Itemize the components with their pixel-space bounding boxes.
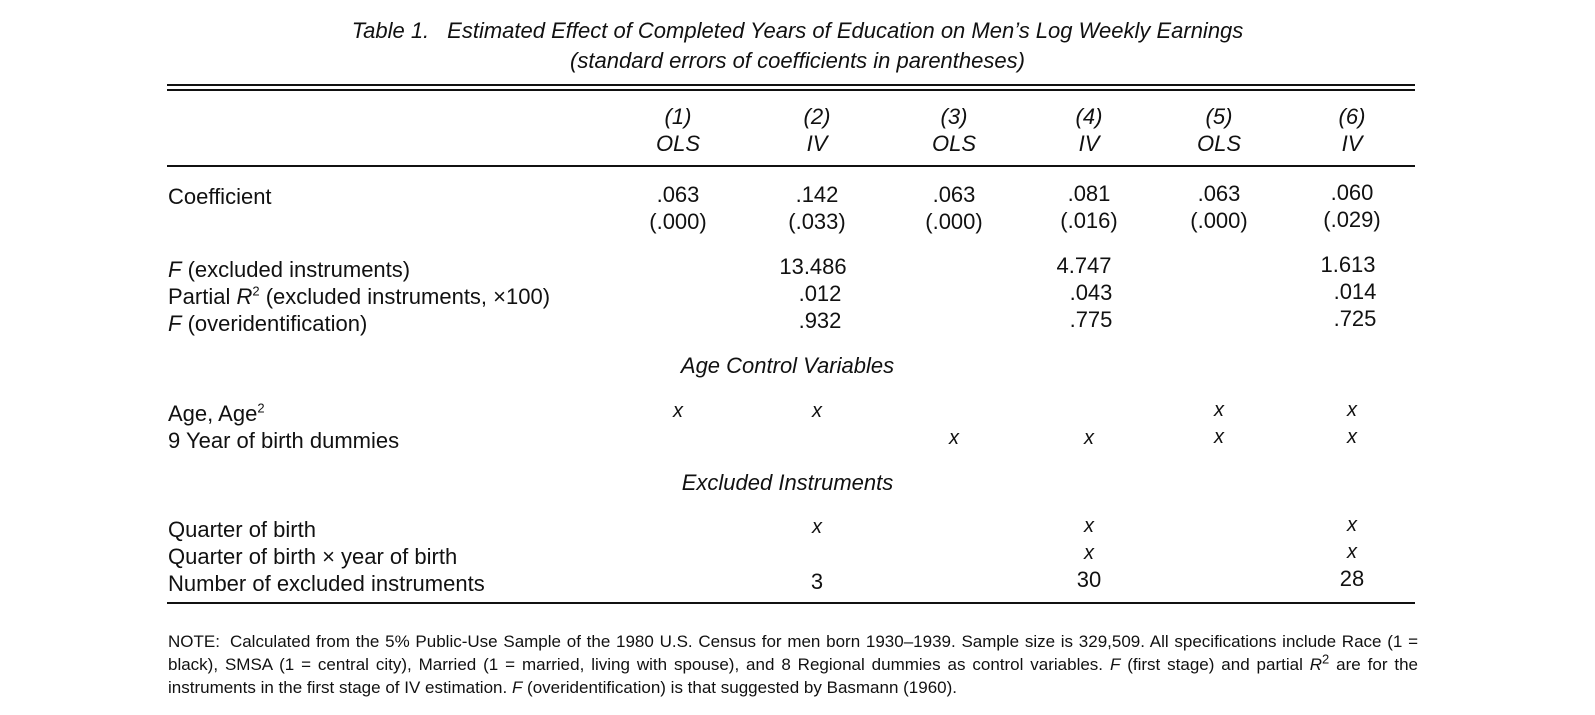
row-label-text: (excluded instruments) bbox=[181, 257, 411, 282]
section-heading-text: Age Control Variables bbox=[680, 353, 895, 378]
f-overid-value: .725 bbox=[1333, 306, 1377, 331]
column-number: (1) bbox=[664, 104, 692, 129]
row-label-quarter-by-year: Quarter of birth × year of birth bbox=[168, 544, 458, 569]
column-method: IV bbox=[806, 131, 828, 156]
column-number: (5) bbox=[1205, 104, 1233, 129]
coefficient-std-error: (.000) bbox=[1190, 208, 1248, 233]
quarter-of-birth-mark: x bbox=[1347, 514, 1357, 536]
section-heading-text: Excluded Instruments bbox=[681, 470, 894, 495]
coefficient-value: .060 bbox=[1330, 180, 1374, 205]
quarter-by-year-mark: x bbox=[1347, 541, 1357, 563]
coefficient-std-error: (.000) bbox=[925, 209, 983, 234]
row-label-coefficient: Coefficient bbox=[168, 184, 272, 209]
table-label: Table 1. bbox=[351, 18, 430, 43]
quarter-of-birth-mark: x bbox=[1084, 515, 1094, 537]
note-text: (overidentification) is that suggested b… bbox=[522, 678, 958, 697]
row-label-instrument-count: Number of excluded instruments bbox=[168, 571, 485, 596]
f-excluded-value: 13.486 bbox=[779, 254, 847, 279]
coefficient-std-error: (.033) bbox=[788, 209, 846, 234]
column-header-2: (2) IV bbox=[757, 103, 877, 157]
note-label: NOTE: bbox=[168, 632, 220, 651]
row-label-age: Age, Age2 bbox=[168, 400, 265, 427]
f-excluded-value: 4.747 bbox=[1056, 253, 1112, 278]
row-label-f-excluded: F (excluded instruments) bbox=[168, 256, 410, 283]
coefficient-value: .081 bbox=[1067, 181, 1111, 206]
yob-dummies-mark: x bbox=[1214, 426, 1224, 448]
column-header-1: (1) OLS bbox=[618, 103, 738, 157]
bottom-rule bbox=[167, 602, 1415, 604]
f-overid-value: .932 bbox=[798, 308, 842, 333]
column-method: OLS bbox=[655, 131, 701, 156]
row-label-text: Partial bbox=[168, 284, 237, 309]
column-method: IV bbox=[1078, 131, 1100, 156]
f-symbol: F bbox=[168, 311, 182, 336]
coefficient-std-error: (.000) bbox=[649, 209, 707, 234]
top-rule-2 bbox=[167, 89, 1415, 91]
section-heading-excluded-instruments: Excluded Instruments bbox=[0, 469, 1595, 496]
row-label-yob-dummies: 9 Year of birth dummies bbox=[168, 428, 400, 453]
section-heading-age-controls: Age Control Variables bbox=[0, 352, 1595, 379]
note-text: are for the instruments in the first sta… bbox=[168, 655, 1419, 697]
partial-r2-value: .043 bbox=[1069, 280, 1113, 305]
row-label-text: (excluded instruments, ×100) bbox=[259, 284, 551, 309]
partial-r2-value: .012 bbox=[798, 281, 842, 306]
superscript: 2 bbox=[1322, 651, 1330, 667]
f-excluded-value: 1.613 bbox=[1320, 252, 1376, 277]
f-symbol: F bbox=[511, 678, 523, 697]
coefficient-std-error: (.016) bbox=[1060, 208, 1118, 233]
row-label-f-overid: F (overidentification) bbox=[168, 310, 367, 337]
top-rule-1 bbox=[167, 84, 1415, 86]
column-number: (3) bbox=[940, 104, 968, 129]
column-method: OLS bbox=[931, 131, 977, 156]
f-symbol: F bbox=[168, 257, 182, 282]
yob-dummies-mark: x bbox=[1347, 426, 1357, 448]
row-label-text: Age, Age bbox=[168, 401, 258, 426]
age-mark: x bbox=[1214, 399, 1224, 421]
instrument-count-value: 30 bbox=[1076, 567, 1102, 592]
coefficient-value: .063 bbox=[1197, 181, 1241, 206]
header-rule bbox=[167, 165, 1415, 167]
instrument-count-value: 28 bbox=[1339, 566, 1365, 591]
table-subtitle: (standard errors of coefficients in pare… bbox=[570, 48, 1025, 73]
column-header-3: (3) OLS bbox=[894, 103, 1014, 157]
column-header-5: (5) OLS bbox=[1159, 103, 1279, 157]
age-mark: x bbox=[1347, 399, 1357, 421]
table-title: Table 1. Estimated Effect of Completed Ye… bbox=[0, 16, 1595, 46]
row-label-text: (overidentification) bbox=[181, 311, 368, 336]
age-mark: x bbox=[673, 400, 683, 422]
age-mark: x bbox=[812, 400, 822, 422]
note-text: Calculated from the 5% Public-Use Sample… bbox=[168, 632, 1418, 674]
quarter-of-birth-mark: x bbox=[812, 516, 822, 538]
column-method: OLS bbox=[1196, 131, 1242, 156]
partial-r2-value: .014 bbox=[1333, 279, 1377, 304]
column-header-4: (4) IV bbox=[1029, 103, 1149, 157]
superscript: 2 bbox=[252, 283, 260, 299]
r-symbol: R bbox=[1309, 655, 1323, 674]
column-number: (2) bbox=[803, 104, 831, 129]
table-title-text: Estimated Effect of Completed Years of E… bbox=[447, 18, 1244, 43]
r-symbol: R bbox=[236, 284, 253, 309]
row-label-partial-r2: Partial R2 (excluded instruments, ×100) bbox=[168, 283, 550, 310]
f-overid-value: .775 bbox=[1069, 307, 1113, 332]
column-method: IV bbox=[1341, 131, 1363, 156]
superscript: 2 bbox=[257, 400, 265, 416]
column-number: (6) bbox=[1338, 104, 1366, 129]
yob-dummies-mark: x bbox=[949, 427, 959, 449]
column-header-6: (6) IV bbox=[1292, 103, 1412, 157]
note-text: (first stage) and partial bbox=[1120, 655, 1310, 674]
column-number: (4) bbox=[1075, 104, 1103, 129]
yob-dummies-mark: x bbox=[1084, 427, 1094, 449]
coefficient-std-error: (.029) bbox=[1323, 207, 1381, 232]
quarter-by-year-mark: x bbox=[1084, 542, 1094, 564]
coefficient-value: .063 bbox=[932, 182, 976, 207]
row-label-quarter-of-birth: Quarter of birth bbox=[168, 517, 316, 542]
instrument-count-value: 3 bbox=[810, 569, 824, 594]
table-note: NOTE: Calculated from the 5% Public-Use S… bbox=[168, 630, 1418, 699]
f-symbol: F bbox=[1109, 655, 1121, 674]
coefficient-value: .063 bbox=[656, 182, 700, 207]
coefficient-value: .142 bbox=[795, 182, 839, 207]
